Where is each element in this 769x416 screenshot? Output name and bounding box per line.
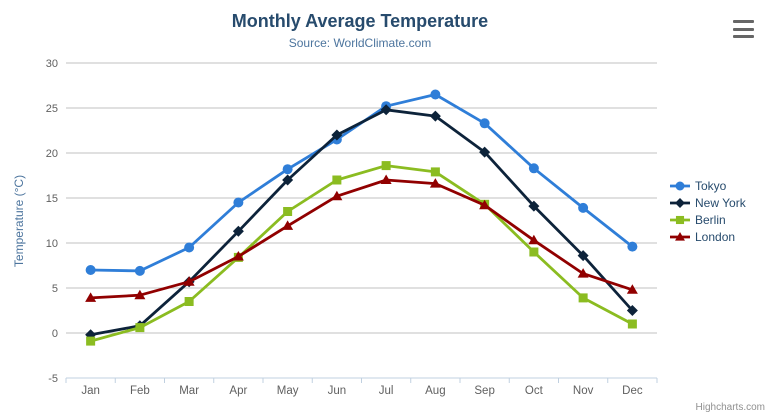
svg-text:20: 20 (46, 148, 58, 160)
svg-text:30: 30 (46, 58, 58, 70)
data-point[interactable] (626, 305, 638, 316)
data-point[interactable] (380, 104, 392, 116)
legend-label: Berlin (695, 212, 726, 227)
data-point[interactable] (578, 202, 589, 213)
data-point[interactable] (134, 265, 145, 276)
svg-text:May: May (277, 385, 299, 397)
data-point[interactable] (232, 225, 244, 237)
data-point[interactable] (626, 284, 638, 294)
data-point[interactable] (331, 129, 343, 141)
series-tokyo[interactable] (85, 89, 638, 276)
series-new-york[interactable] (85, 104, 638, 341)
data-point[interactable] (85, 292, 97, 302)
data-point[interactable] (578, 293, 588, 303)
data-point[interactable] (430, 89, 441, 100)
data-point[interactable] (86, 336, 96, 346)
hamburger-icon (733, 20, 754, 23)
data-point[interactable] (331, 190, 343, 201)
svg-text:0: 0 (52, 328, 58, 340)
svg-text:Dec: Dec (622, 385, 643, 397)
svg-text:Sep: Sep (474, 385, 494, 397)
legend-label: Tokyo (695, 178, 727, 193)
data-point[interactable] (429, 110, 441, 122)
data-point[interactable] (479, 199, 491, 210)
data-point (675, 197, 685, 208)
data-point[interactable] (135, 323, 145, 333)
data-point[interactable] (134, 289, 146, 300)
data-point[interactable] (430, 167, 440, 177)
svg-text:5: 5 (52, 283, 58, 295)
data-point[interactable] (282, 220, 294, 230)
x-axis-labels: Jan Feb Mar Apr May Jun Jul Aug Sep Oct Nov Dec (81, 385, 642, 397)
legend-item-new-york[interactable]: New York (670, 194, 746, 211)
data-point[interactable] (577, 268, 589, 278)
data-point[interactable] (429, 178, 441, 188)
data-point (675, 231, 685, 241)
data-point[interactable] (233, 197, 244, 208)
data-point[interactable] (529, 247, 539, 257)
svg-text:Nov: Nov (573, 385, 594, 397)
svg-text:15: 15 (46, 193, 58, 205)
data-point[interactable] (282, 164, 293, 175)
context-menu-button[interactable] (733, 20, 754, 38)
credits-link[interactable]: Highcharts.com (695, 402, 765, 413)
data-point[interactable] (184, 242, 195, 253)
svg-text:Mar: Mar (179, 385, 199, 397)
data-point[interactable] (282, 174, 294, 186)
tokyo-marker-icon (670, 181, 690, 190)
data-point[interactable] (528, 234, 540, 245)
svg-text:Jun: Jun (328, 385, 347, 397)
legend-item-berlin[interactable]: Berlin (670, 211, 746, 228)
chart-title: Monthly Average Temperature (231, 11, 489, 31)
svg-text:25: 25 (46, 103, 58, 115)
svg-text:Apr: Apr (229, 385, 247, 397)
new-york-marker-icon (670, 197, 690, 208)
london-marker-icon (670, 231, 690, 241)
data-point[interactable] (183, 276, 195, 286)
legend-label: London (695, 229, 736, 244)
data-point[interactable] (380, 174, 392, 185)
data-point (675, 181, 685, 190)
data-point[interactable] (332, 175, 342, 185)
series-london[interactable] (85, 174, 638, 302)
svg-text:Aug: Aug (425, 385, 445, 397)
y-axis-labels: -5 0 5 10 15 20 25 30 (46, 58, 58, 385)
svg-text:-5: -5 (48, 373, 58, 385)
legend: Tokyo New York Berlin London (670, 177, 746, 245)
data-point[interactable] (627, 241, 638, 252)
x-axis-ticks (65, 378, 658, 383)
data-point[interactable] (577, 250, 589, 262)
legend-item-london[interactable]: London (670, 228, 746, 245)
data-point[interactable] (528, 163, 539, 174)
chart-subtitle: Source: WorldClimate.com (288, 36, 432, 50)
data-point[interactable] (232, 251, 244, 261)
berlin-marker-icon (670, 215, 690, 224)
svg-text:10: 10 (46, 238, 58, 250)
data-point[interactable] (479, 118, 490, 129)
data-point[interactable] (479, 146, 491, 158)
legend-label: New York (695, 195, 746, 210)
data-point[interactable] (528, 200, 540, 212)
data-point (675, 215, 685, 224)
svg-text:Jul: Jul (379, 385, 394, 397)
svg-text:Feb: Feb (130, 385, 150, 397)
data-point[interactable] (381, 161, 391, 171)
svg-text:Jan: Jan (81, 385, 100, 397)
data-point[interactable] (184, 297, 194, 306)
data-point[interactable] (627, 319, 637, 329)
legend-item-tokyo[interactable]: Tokyo (670, 177, 746, 194)
svg-text:Oct: Oct (525, 385, 544, 397)
data-point[interactable] (85, 265, 96, 275)
data-point[interactable] (283, 207, 293, 216)
